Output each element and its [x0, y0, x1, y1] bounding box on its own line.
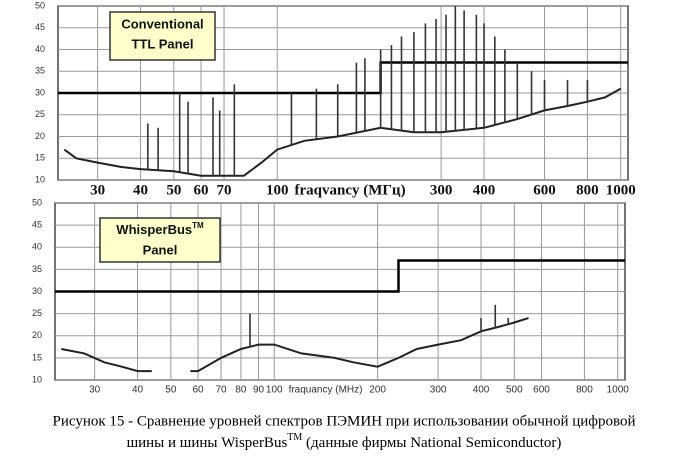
- x-tick-label: 40: [132, 385, 144, 396]
- annotation-box: [99, 217, 221, 263]
- annotation-box: [109, 11, 216, 61]
- x-tick-label: 50: [166, 182, 181, 198]
- y-tick-label: 45: [32, 220, 42, 230]
- y-tick-label: 35: [35, 66, 45, 76]
- x-tick-label: 40: [133, 182, 148, 198]
- x-tick-label: 600: [533, 182, 556, 198]
- y-tick-label: 50: [32, 197, 42, 207]
- y-tick-label: 25: [32, 308, 42, 318]
- x-tick-label: 60: [194, 182, 209, 198]
- annotation-text: WhisperBusTM: [116, 221, 204, 237]
- y-tick-label: 15: [35, 153, 45, 163]
- x-tick-label: 50: [165, 385, 177, 396]
- y-tick-label: 35: [32, 264, 42, 274]
- y-tick-label: 40: [35, 44, 45, 54]
- x-tick-label: 80: [235, 385, 247, 396]
- x-tick-label: 60: [192, 385, 204, 396]
- x-tick-label: 30: [89, 385, 101, 396]
- emission-line: [63, 87, 622, 177]
- y-tick-label: 45: [35, 22, 45, 32]
- x-tick-label: 1000: [606, 182, 636, 198]
- x-tick-label: 800: [576, 385, 593, 396]
- x-tick-label: 400: [473, 385, 490, 396]
- caption-line: Рисунок 15 - Сравнение уровней спектров …: [52, 413, 635, 429]
- x-axis-label: fraquancy (MHz): [289, 385, 363, 396]
- x-tick-label: 90: [253, 385, 265, 396]
- emission-line: [61, 317, 529, 373]
- caption-text: шины и шины WisperBus: [127, 435, 288, 451]
- x-tick-label: 300: [430, 182, 453, 198]
- limit-line: [55, 259, 625, 293]
- annotation-text: TTL Panel: [132, 36, 194, 51]
- x-tick-label: 200: [369, 385, 386, 396]
- caption-superscript: TM: [287, 432, 302, 443]
- y-tick-label: 50: [35, 0, 45, 10]
- y-tick-label: 10: [32, 374, 42, 384]
- annotation-text: Panel: [143, 242, 178, 257]
- x-tick-label: 800: [576, 182, 599, 198]
- x-tick-label: 70: [217, 182, 232, 198]
- x-tick-label: 600: [533, 385, 550, 396]
- y-tick-label: 15: [32, 352, 42, 362]
- annotation-superscript: TM: [192, 221, 204, 230]
- y-tick-label: 25: [35, 109, 45, 119]
- x-axis-label: fraqvancy (МГц): [294, 182, 405, 198]
- y-tick-label: 20: [32, 330, 42, 340]
- x-tick-label: 300: [430, 385, 447, 396]
- y-tick-label: 30: [32, 286, 42, 296]
- x-tick-label: 500: [506, 385, 523, 396]
- x-tick-label: 100: [266, 182, 289, 198]
- y-tick-label: 30: [35, 87, 45, 97]
- annotation-text: WhisperBus: [116, 222, 192, 237]
- x-tick-label: 30: [90, 182, 105, 198]
- x-tick-label: 400: [473, 182, 496, 198]
- annotation-text: Conventional: [121, 16, 203, 31]
- y-tick-label: 10: [35, 174, 45, 184]
- caption-line: шины и шины WisperBusTM (данные фирмы Na…: [127, 432, 562, 451]
- y-tick-label: 40: [32, 242, 42, 252]
- x-tick-label: 1000: [607, 385, 630, 396]
- x-tick-label: 70: [215, 385, 227, 396]
- caption-text: (данные фирмы National Semiconductor): [302, 435, 561, 451]
- y-tick-label: 20: [35, 131, 45, 141]
- x-tick-label: 100: [266, 385, 283, 396]
